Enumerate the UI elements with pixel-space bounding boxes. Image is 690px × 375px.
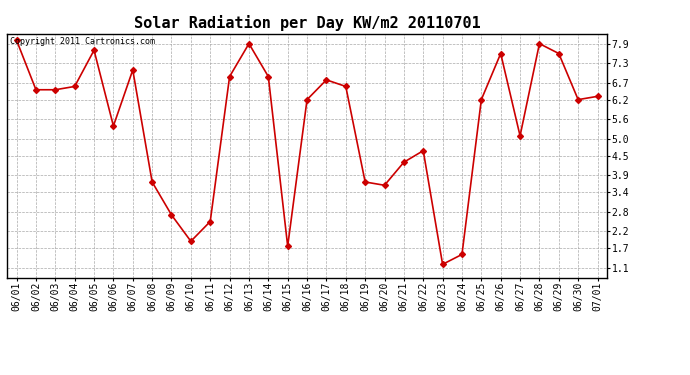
Title: Solar Radiation per Day KW/m2 20110701: Solar Radiation per Day KW/m2 20110701 — [134, 15, 480, 31]
Text: Copyright 2011 Cartronics.com: Copyright 2011 Cartronics.com — [10, 38, 155, 46]
